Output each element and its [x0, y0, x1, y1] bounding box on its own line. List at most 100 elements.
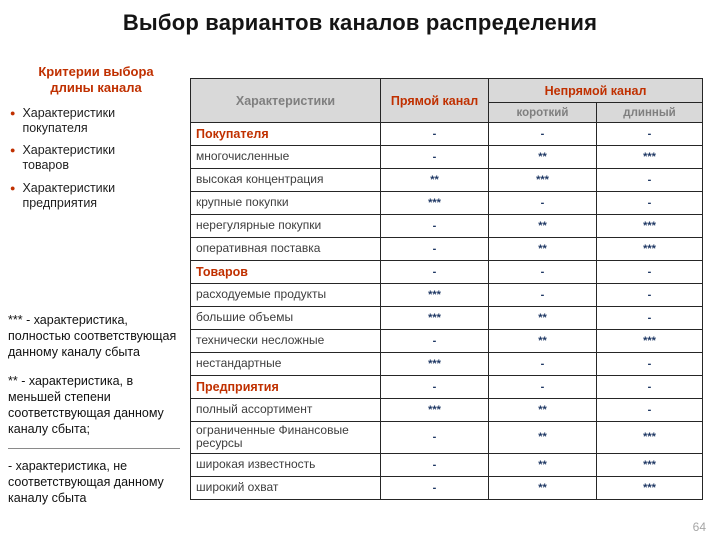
- value-short-channel: -: [488, 352, 597, 376]
- row-label: крупные покупки: [190, 191, 381, 215]
- value-short-channel: **: [488, 214, 597, 238]
- col-header-indirect-channel: Непрямой канал: [487, 78, 704, 103]
- row-label: многочисленные: [190, 145, 381, 169]
- page-title: Выбор вариантов каналов распределения: [122, 10, 598, 35]
- sidebar: Критерии выбора длины канала ● Характери…: [8, 64, 184, 218]
- bullet-label: Характеристики предприятия: [22, 180, 116, 210]
- value-direct-channel: ***: [380, 306, 489, 330]
- row-label: технически несложные: [190, 329, 381, 353]
- value-direct-channel: ***: [380, 283, 489, 307]
- value-short-channel: -: [488, 260, 597, 284]
- value-direct-channel: -: [380, 260, 489, 284]
- row-label: высокая концентрация: [190, 168, 381, 192]
- row-label: расходуемые продукты: [190, 283, 381, 307]
- value-short-channel: **: [488, 452, 597, 477]
- row-label: полный ассортимент: [190, 398, 381, 422]
- row-label: широкий охват: [190, 475, 381, 500]
- value-long-channel: ***: [595, 421, 704, 454]
- table-row: нерегулярные покупки - ** ***: [190, 214, 704, 238]
- value-direct-channel: -: [380, 214, 489, 238]
- legend-item-partial-match: ** - характеристика, в меньшей степени с…: [8, 374, 164, 436]
- legend: *** - характеристика, полностью соответс…: [8, 312, 180, 519]
- col-header-short: короткий: [488, 102, 597, 123]
- value-short-channel: ***: [488, 168, 597, 192]
- value-direct-channel: -: [380, 375, 489, 399]
- value-long-channel: ***: [595, 237, 704, 261]
- col-header-characteristics: Характеристики: [190, 78, 381, 123]
- value-long-channel: -: [595, 260, 704, 284]
- table-row: крупные покупки *** - -: [190, 191, 704, 215]
- value-short-channel: **: [488, 398, 597, 422]
- table-row: большие объемы *** ** -: [190, 306, 704, 330]
- bullet-icon: ●: [10, 107, 16, 118]
- channels-table: Характеристики Прямой канал Непрямой кан…: [190, 78, 704, 500]
- table-row: расходуемые продукты *** - -: [190, 283, 704, 307]
- table-section-row: Предприятия - - -: [190, 375, 704, 399]
- value-direct-channel: -: [380, 329, 489, 353]
- value-direct-channel: -: [380, 421, 489, 454]
- channels-table-wrap: Характеристики Прямой канал Непрямой кан…: [190, 78, 704, 500]
- value-direct-channel: -: [380, 122, 489, 146]
- value-direct-channel: ***: [380, 398, 489, 422]
- criteria-bullet-list: ● Характеристики покупателя ● Характерис…: [8, 106, 184, 212]
- legend-item-full-match: *** - характеристика, полностью соответс…: [8, 313, 177, 359]
- row-label: Покупателя: [190, 122, 381, 146]
- table-row: многочисленные - ** ***: [190, 145, 704, 169]
- table-header: Характеристики Прямой канал Непрямой кан…: [190, 78, 704, 123]
- value-short-channel: **: [488, 237, 597, 261]
- value-direct-channel: -: [380, 145, 489, 169]
- value-direct-channel: **: [380, 168, 489, 192]
- value-direct-channel: ***: [380, 191, 489, 215]
- table-section-row: Товаров - - -: [190, 260, 704, 284]
- bullet-label: Характеристики покупателя: [22, 105, 116, 135]
- row-label: ограниченные Финансовые ресурсы: [190, 421, 381, 454]
- table-row: высокая концентрация ** *** -: [190, 168, 704, 192]
- row-label: нерегулярные покупки: [190, 214, 381, 238]
- value-short-channel: -: [488, 375, 597, 399]
- bullet-label: Характеристики товаров: [22, 143, 116, 173]
- list-item: ● Характеристики предприятия: [8, 181, 138, 212]
- value-long-channel: ***: [595, 475, 704, 500]
- row-label: Предприятия: [190, 375, 381, 399]
- value-short-channel: -: [488, 191, 597, 215]
- value-long-channel: -: [595, 283, 704, 307]
- table-row: технически несложные - ** ***: [190, 329, 704, 353]
- value-long-channel: -: [595, 168, 704, 192]
- table-body: Покупателя - - - многочисленные - ** *** высокая…: [190, 122, 704, 500]
- value-long-channel: -: [595, 306, 704, 330]
- value-long-channel: ***: [595, 452, 704, 477]
- table-row: широкий охват - ** ***: [190, 475, 704, 500]
- row-label: нестандартные: [190, 352, 381, 376]
- value-direct-channel: -: [380, 237, 489, 261]
- value-direct-channel: ***: [380, 352, 489, 376]
- value-short-channel: **: [488, 329, 597, 353]
- table-row: ограниченные Финансовые ресурсы - ** ***: [190, 421, 704, 454]
- table-row: оперативная поставка - ** ***: [190, 237, 704, 261]
- bullet-icon: ●: [10, 145, 16, 155]
- list-item: ● Характеристики покупателя: [8, 106, 138, 137]
- bullet-icon: ●: [10, 182, 16, 193]
- row-label: оперативная поставка: [190, 237, 381, 261]
- row-label: широкая известность: [190, 452, 381, 477]
- col-header-long: длинный: [595, 102, 704, 123]
- table-row: широкая известность - ** ***: [190, 452, 704, 477]
- value-long-channel: -: [595, 398, 704, 422]
- table-row: полный ассортимент *** ** -: [190, 398, 704, 422]
- sidebar-heading: Критерии выбора длины канала: [38, 64, 154, 96]
- value-long-channel: -: [595, 352, 704, 376]
- table-row: нестандартные *** - -: [190, 352, 704, 376]
- legend-item-no-match: - характеристика, не соответствующая дан…: [8, 448, 180, 506]
- col-header-direct-channel: Прямой канал: [380, 78, 489, 123]
- value-long-channel: -: [595, 122, 704, 146]
- value-short-channel: -: [488, 122, 597, 146]
- value-long-channel: ***: [595, 329, 704, 353]
- value-long-channel: -: [595, 375, 704, 399]
- page-number: 64: [692, 520, 706, 534]
- row-label: Товаров: [190, 260, 381, 284]
- value-short-channel: -: [488, 283, 597, 307]
- value-short-channel: **: [488, 475, 597, 500]
- list-item: ● Характеристики товаров: [8, 143, 138, 174]
- row-label: большие объемы: [190, 306, 381, 330]
- value-short-channel: **: [488, 421, 597, 454]
